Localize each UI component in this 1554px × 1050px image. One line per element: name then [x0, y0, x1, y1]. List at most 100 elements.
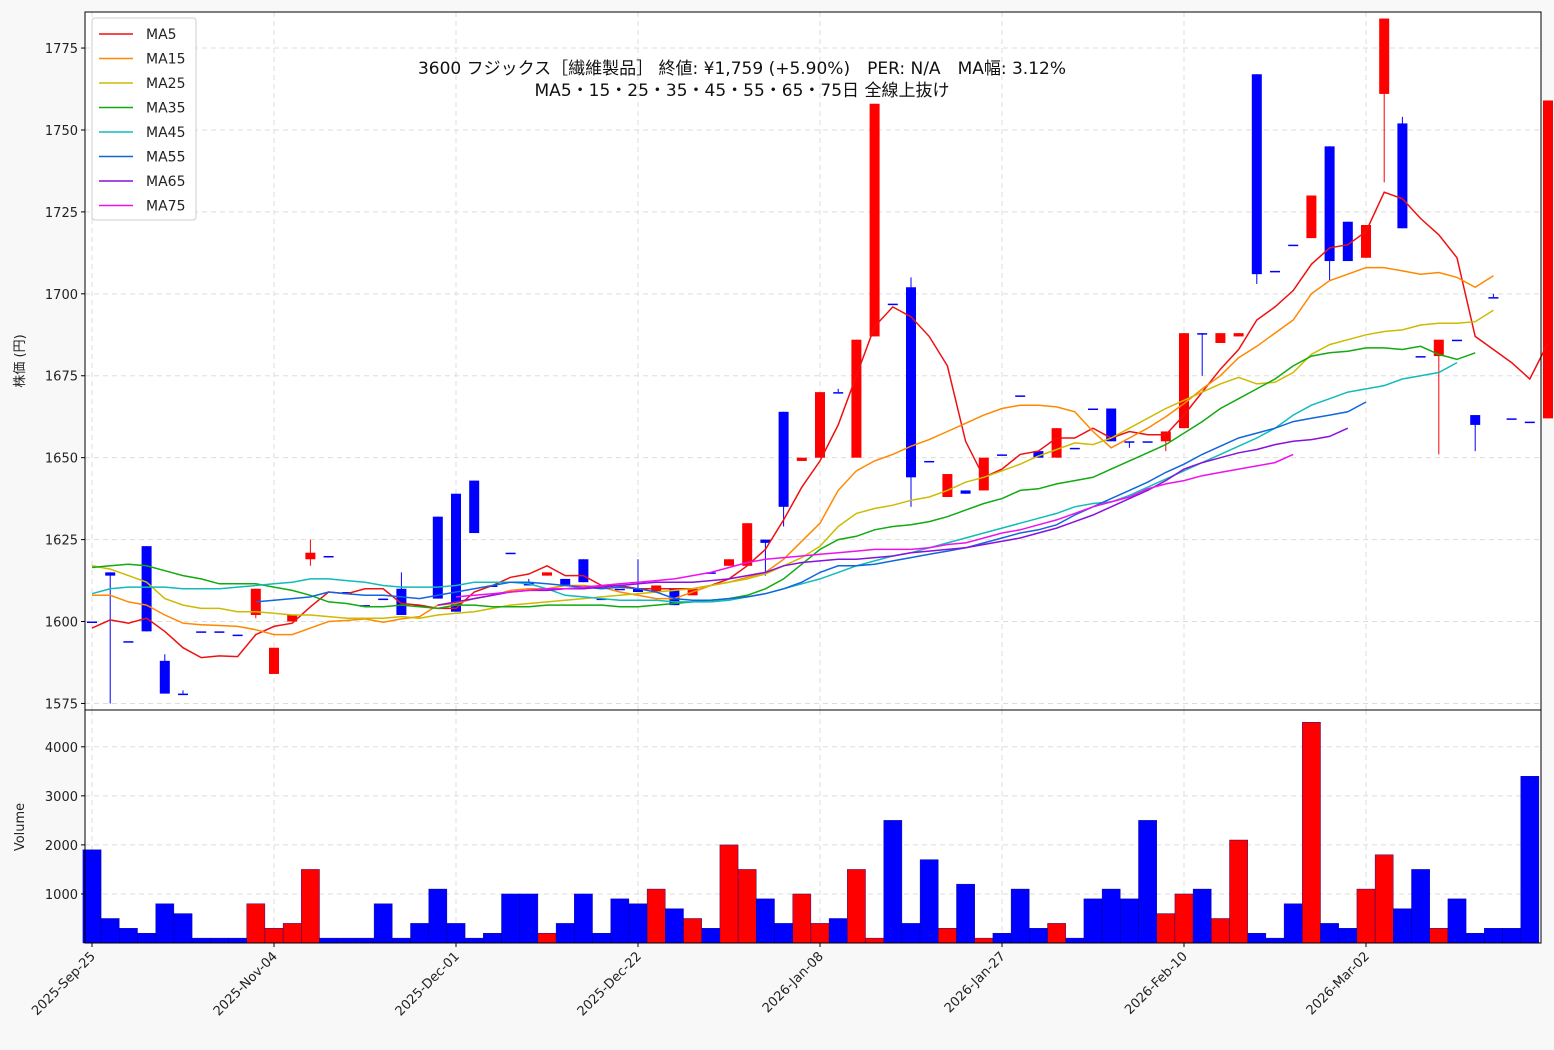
volume-bar: [1283, 903, 1303, 944]
candle-body: [1524, 421, 1535, 424]
volume-bar: [392, 937, 411, 944]
candle-body: [578, 559, 589, 583]
volume-bar: [82, 849, 102, 944]
volume-bar: [228, 937, 247, 944]
volume-bar: [1393, 908, 1412, 944]
volume-bar: [191, 937, 211, 944]
candle-body: [869, 103, 880, 337]
price-panel: [85, 12, 1541, 710]
candle-body: [1124, 441, 1135, 443]
legend-entry: MA35: [146, 101, 185, 117]
price-tick-label: 1650: [45, 452, 78, 467]
volume-bar: [1465, 932, 1485, 944]
candle-body: [1215, 333, 1226, 343]
price-tick-label: 1625: [45, 534, 78, 549]
volume-bar: [1138, 820, 1157, 944]
candle-body: [269, 647, 279, 674]
volume-bar: [792, 893, 812, 944]
volume-bar: [537, 932, 557, 944]
candle-body: [87, 621, 97, 624]
volume-bar: [137, 932, 156, 944]
price-tick-label: 1775: [45, 42, 78, 57]
volume-bar: [901, 923, 921, 944]
ma-line-ma15: [92, 266, 1494, 636]
volume-bar: [1247, 932, 1267, 944]
volume-bar: [574, 893, 593, 944]
volume-bar: [1502, 928, 1521, 944]
candle-body: [1379, 18, 1390, 94]
candle-body: [1051, 428, 1062, 458]
candle-body: [1415, 356, 1426, 358]
volume-bar: [1338, 928, 1358, 944]
y-axis-label: 株価 (円): [13, 334, 28, 387]
volume-bar: [301, 869, 320, 944]
candle-body: [1452, 339, 1462, 342]
volume-bar: [719, 844, 739, 944]
candle-body: [505, 552, 516, 555]
volume-bar: [173, 913, 193, 944]
volume-bar: [1156, 913, 1176, 944]
volume-bar: [119, 928, 138, 944]
legend-box: [91, 17, 197, 221]
volume-bar: [828, 918, 848, 944]
volume-bar: [100, 918, 120, 944]
candle-body: [1470, 415, 1481, 425]
volume-tick-label: 4000: [45, 741, 78, 756]
price-tick-label: 1675: [45, 370, 78, 385]
candle-body: [1433, 339, 1444, 357]
volume-bar: [756, 898, 775, 944]
candle-body: [614, 588, 625, 591]
candle-body: [1306, 195, 1317, 239]
ma-line-ma55: [255, 401, 1367, 603]
volume-bar: [1356, 888, 1376, 944]
candle-body: [232, 634, 243, 637]
volume-bar: [428, 888, 448, 944]
price-tick-label: 1700: [45, 288, 78, 303]
volume-bar: [646, 888, 666, 944]
volume-bar: [155, 903, 175, 944]
candle-body: [1270, 270, 1280, 273]
candle-body: [924, 460, 935, 463]
volume-bar: [774, 923, 793, 944]
candle-body: [214, 631, 225, 633]
legend-entry: MA75: [146, 199, 185, 215]
volume-bar: [1029, 928, 1048, 944]
candle-body: [378, 598, 389, 601]
candle-body: [833, 392, 844, 394]
volume-bar: [1484, 928, 1503, 944]
candle-body: [1179, 333, 1189, 429]
legend-entry: MA45: [146, 125, 185, 141]
candle-body: [778, 411, 789, 507]
candle-body: [960, 490, 971, 494]
legend-entry: MA5: [146, 27, 177, 43]
candle-body: [851, 339, 862, 458]
volume-bar: [1211, 918, 1230, 944]
volume-bar: [246, 903, 266, 944]
candle-body: [159, 660, 170, 694]
candle-body: [469, 480, 480, 534]
candle-body: [1288, 244, 1299, 247]
price-tick-label: 1750: [45, 124, 78, 139]
candle-body: [978, 457, 989, 491]
chart-subtitle: MA5・15・25・35・45・55・65・75日 全線上抜け: [535, 81, 950, 101]
candle-body: [1197, 333, 1208, 335]
volume-bar: [1520, 776, 1540, 944]
volume-bar: [1229, 839, 1248, 944]
candle-body: [1069, 447, 1080, 450]
candle-body: [760, 539, 771, 543]
legend-entry: MA55: [146, 150, 185, 166]
volume-bar: [974, 937, 994, 944]
ma-line-ma35: [91, 345, 1476, 610]
volume-bar: [592, 932, 611, 944]
candle-body: [742, 523, 753, 566]
volume-bar: [737, 869, 757, 944]
volume-tick-label: 1000: [45, 888, 78, 903]
ma-line-ma25: [91, 309, 1494, 619]
volume-bar: [1411, 869, 1430, 944]
legend-entry: MA15: [146, 52, 185, 68]
volume-bar: [865, 937, 884, 944]
candle-body: [1543, 100, 1553, 419]
chart-title: 3600 フジックス［繊維製品］ 終値: ¥1,759 (+5.90%) PER…: [418, 59, 1066, 79]
volume-bar: [519, 893, 539, 944]
volume-bar: [810, 923, 830, 944]
